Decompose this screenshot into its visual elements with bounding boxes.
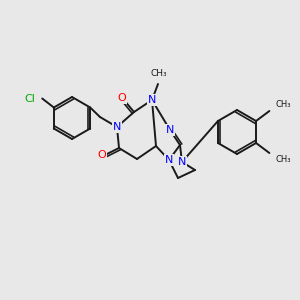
Text: O: O: [118, 93, 126, 103]
Text: N: N: [166, 125, 174, 135]
Text: CH₃: CH₃: [151, 69, 167, 78]
Text: CH₃: CH₃: [275, 100, 291, 109]
Text: N: N: [113, 122, 121, 132]
Text: N: N: [148, 95, 156, 105]
Text: N: N: [178, 157, 186, 167]
Text: CH₃: CH₃: [275, 155, 291, 164]
Text: Cl: Cl: [24, 94, 35, 103]
Text: O: O: [98, 150, 106, 160]
Text: N: N: [165, 155, 173, 165]
